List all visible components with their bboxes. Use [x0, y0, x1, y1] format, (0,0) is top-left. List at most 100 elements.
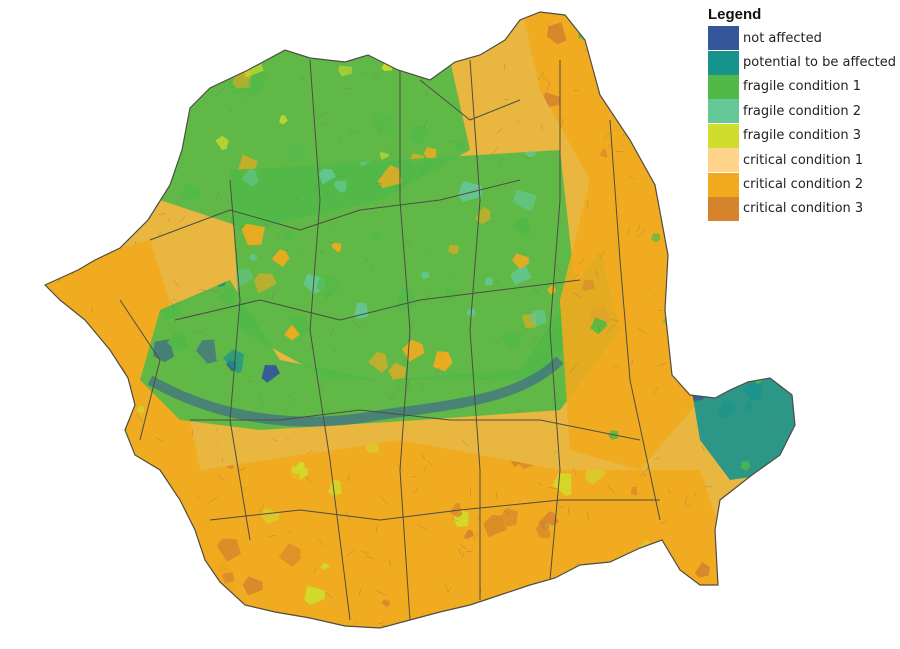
municipality-boundary — [428, 301, 433, 304]
municipality-boundary — [423, 465, 427, 472]
municipality-boundary — [652, 387, 659, 395]
municipality-boundary — [420, 77, 427, 87]
municipality-boundary — [750, 368, 758, 373]
municipality-boundary — [737, 611, 746, 616]
legend-item: critical condition 2 — [708, 172, 898, 197]
municipality-boundary — [447, 587, 452, 594]
municipality-boundary — [619, 600, 626, 606]
country-outline — [43, 11, 796, 629]
municipality-boundary — [87, 28, 90, 32]
municipality-boundary — [441, 195, 445, 204]
municipality-boundary — [618, 95, 628, 103]
legend-item-label: not affected — [743, 30, 822, 46]
municipality-boundary — [741, 360, 744, 363]
municipality-boundary — [54, 558, 58, 564]
municipality-boundary — [746, 518, 756, 527]
municipality-boundary — [530, 336, 538, 346]
municipality-boundary — [499, 157, 504, 165]
municipality-boundary — [216, 86, 226, 96]
municipality-boundary — [680, 624, 690, 628]
municipality-boundary — [770, 295, 777, 298]
municipality-boundary — [371, 123, 376, 126]
municipality-boundary — [321, 122, 330, 126]
municipality-boundary — [302, 37, 305, 42]
municipality-boundary — [236, 467, 247, 472]
municipality-boundary — [45, 193, 48, 198]
municipality-boundary — [524, 598, 528, 606]
municipality-boundary — [700, 295, 709, 304]
municipality-boundary — [477, 167, 481, 175]
municipality-boundary — [489, 147, 499, 157]
municipality-boundary — [472, 532, 479, 541]
municipality-boundary — [78, 123, 82, 131]
municipality-boundary — [346, 549, 355, 557]
municipality-boundary — [674, 356, 677, 360]
municipality-boundary — [283, 249, 291, 252]
municipality-boundary — [199, 289, 206, 291]
municipality-boundary — [503, 64, 506, 71]
municipality-boundary — [458, 36, 464, 41]
municipality-boundary — [262, 221, 269, 229]
municipality-boundary — [462, 552, 464, 558]
municipality-boundary — [194, 558, 200, 564]
municipality-boundary — [585, 626, 593, 628]
municipality-boundary — [691, 241, 700, 244]
municipality-boundary — [351, 216, 354, 220]
municipality-boundary — [595, 577, 597, 581]
municipality-boundary — [95, 103, 103, 112]
municipality-boundary — [626, 227, 630, 234]
municipality-boundary — [555, 267, 563, 274]
municipality-boundary — [674, 348, 679, 357]
municipality-boundary — [388, 393, 394, 403]
municipality-boundary — [325, 592, 333, 599]
municipality-boundary — [51, 253, 57, 255]
municipality-boundary — [376, 591, 386, 595]
municipality-boundary — [72, 531, 75, 533]
municipality-boundary — [783, 420, 786, 427]
municipality-boundary — [173, 298, 181, 305]
municipality-boundary — [553, 451, 557, 454]
municipality-boundary — [561, 118, 564, 128]
municipality-boundary — [145, 568, 155, 573]
municipality-boundary — [546, 99, 549, 104]
municipality-boundary — [607, 485, 615, 494]
municipality-boundary — [503, 322, 505, 326]
municipality-boundary — [783, 350, 789, 359]
municipality-boundary — [450, 140, 457, 143]
municipality-boundary — [417, 524, 427, 531]
municipality-boundary — [441, 356, 443, 359]
municipality-boundary — [423, 293, 432, 302]
municipality-boundary — [396, 464, 404, 471]
municipality-boundary — [90, 65, 99, 72]
municipality-boundary — [300, 251, 308, 258]
municipality-boundary — [502, 509, 510, 514]
municipality-boundary — [317, 111, 327, 119]
municipality-boundary — [405, 240, 412, 250]
municipality-boundary — [296, 195, 298, 201]
municipality-boundary — [331, 347, 338, 355]
legend-item: fragile condition 2 — [708, 99, 898, 124]
municipality-boundary — [525, 594, 528, 600]
municipality-boundary — [384, 146, 393, 155]
municipality-boundary — [613, 366, 619, 368]
municipality-boundary — [757, 301, 760, 311]
municipality-boundary — [408, 331, 412, 338]
municipality-boundary — [639, 467, 649, 477]
municipality-boundary — [586, 511, 589, 520]
municipality-boundary — [235, 225, 245, 231]
municipality-boundary — [781, 567, 791, 570]
municipality-boundary — [375, 525, 378, 533]
municipality-boundary — [242, 110, 245, 114]
municipality-boundary — [70, 430, 78, 439]
municipality-boundary — [310, 6, 311, 11]
municipality-boundary — [231, 629, 236, 631]
county-boundary-line — [174, 279, 581, 321]
municipality-boundary — [179, 128, 185, 135]
not-affected-streak — [147, 356, 564, 427]
municipality-boundary — [92, 190, 102, 199]
condition-zone-south-plain — [200, 440, 730, 628]
municipality-boundary — [101, 105, 110, 112]
municipality-boundary — [401, 182, 406, 188]
municipality-boundary — [47, 210, 53, 213]
municipality-boundary — [779, 623, 782, 628]
